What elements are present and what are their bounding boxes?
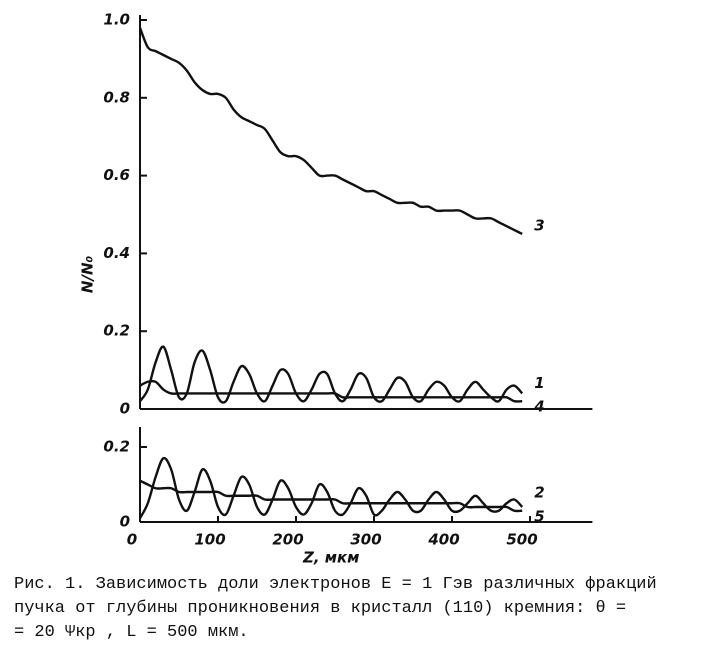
x-tick-label: 300 bbox=[350, 531, 381, 549]
caption-line: = 20 Ψкр , L = 500 мкм. bbox=[14, 623, 249, 642]
series-label: 3 bbox=[534, 216, 544, 234]
data-line bbox=[138, 27, 523, 236]
y-tick-label: 0.6 bbox=[103, 166, 130, 184]
x-tick-label: 400 bbox=[427, 531, 459, 549]
series-label: 2 bbox=[534, 484, 544, 502]
x-tick-label: 100 bbox=[194, 531, 225, 549]
data-line bbox=[139, 379, 523, 403]
data-line bbox=[139, 479, 523, 513]
data-line bbox=[139, 345, 524, 404]
y-tick-label: 0 bbox=[120, 400, 130, 418]
data-line bbox=[138, 456, 524, 519]
caption-line: пучка от глубины проникновения в кристал… bbox=[14, 599, 626, 618]
series-label: 5 bbox=[534, 507, 544, 525]
series-label: 1 bbox=[534, 374, 544, 392]
series-label: 4 bbox=[533, 398, 544, 416]
y-tick-label: 0.4 bbox=[103, 244, 130, 262]
caption-line: Рис. 1. Зависимость доли электронов E = … bbox=[14, 575, 657, 594]
y-tick-label: 0.2 bbox=[103, 322, 130, 340]
x-tick-label: 200 bbox=[272, 531, 303, 549]
y-tick-label: 1.0 bbox=[103, 11, 130, 29]
x-tick-label: 0 bbox=[127, 531, 137, 549]
y-axis-label: N/N₀ bbox=[79, 255, 97, 293]
x-tick-label: 500 bbox=[506, 531, 537, 549]
y-tick-label: 0 bbox=[120, 513, 130, 531]
y-tick-label: 0.8 bbox=[103, 88, 130, 106]
y-tick-label: 0.2 bbox=[103, 438, 130, 456]
x-axis-label: Z, мкм bbox=[302, 549, 360, 567]
